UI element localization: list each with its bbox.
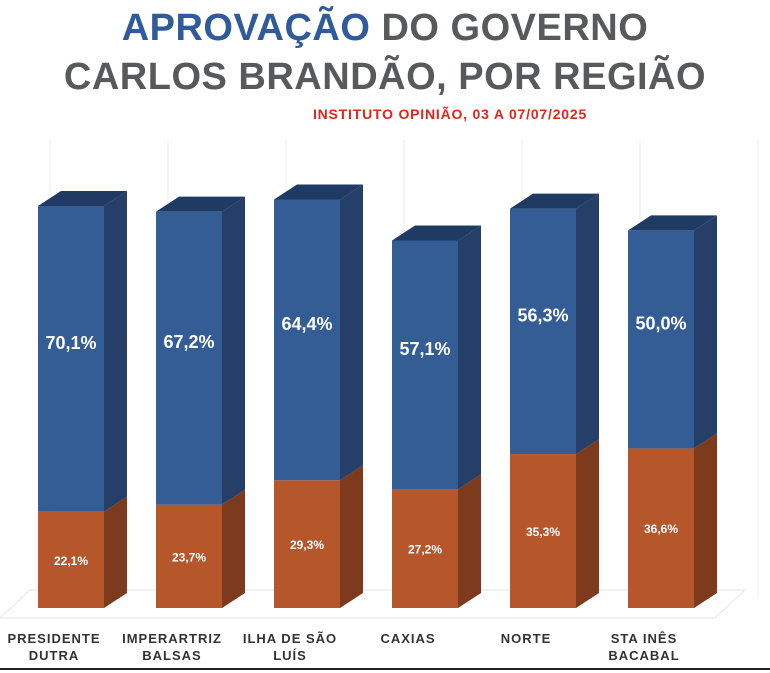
- category-label-line: NORTE: [501, 631, 552, 646]
- bar-top: [392, 225, 481, 241]
- bar-segment-disapprove: [274, 480, 340, 608]
- category-label-line: LUÍS: [273, 648, 307, 663]
- bar-side-disapprove: [458, 474, 481, 608]
- category-label-line: BALSAS: [142, 648, 201, 663]
- category-label-line: DUTRA: [29, 648, 80, 663]
- data-label-disapprove: 22,1%: [54, 554, 88, 568]
- bar-top: [38, 191, 127, 207]
- chart-title-line2: CARLOS BRANDÃO, POR REGIÃO: [63, 56, 707, 98]
- bar-side-disapprove: [576, 439, 599, 608]
- data-label-approve: 64,4%: [281, 314, 332, 334]
- bar-segment-disapprove: [156, 504, 222, 608]
- bar-side-approve: [576, 193, 599, 455]
- data-label-disapprove: 23,7%: [172, 550, 206, 564]
- bar-segment-approve: [510, 208, 576, 455]
- chart-floor: [0, 589, 747, 619]
- title-accent: APROVAÇÃO: [121, 7, 371, 49]
- category-label: STA INÊS BACABAL: [608, 631, 679, 663]
- category-label-line: STA INÊS: [611, 631, 678, 646]
- data-label-approve: 56,3%: [517, 305, 568, 325]
- category-label: ILHA DE SÃO LUÍS: [243, 631, 337, 663]
- bar-top: [274, 184, 363, 200]
- data-label-disapprove: 36,6%: [644, 522, 678, 536]
- category-label-line: IMPERARTRIZ: [122, 631, 222, 646]
- bar-side-disapprove: [694, 433, 717, 608]
- bar-side-approve: [694, 215, 717, 449]
- bar-top: [628, 215, 717, 231]
- category-label: IMPERARTRIZ BALSAS: [122, 631, 222, 663]
- data-label-disapprove: 29,3%: [290, 538, 324, 552]
- bar-segment-disapprove: [392, 489, 458, 608]
- bar-side-approve: [340, 184, 363, 481]
- bar-segment-disapprove: [38, 511, 104, 608]
- bar-segment-approve: [274, 199, 340, 481]
- data-label-disapprove: 27,2%: [408, 543, 442, 557]
- bar-top: [510, 193, 599, 209]
- category-label-line: BACABAL: [608, 648, 679, 663]
- bar-side-approve: [222, 196, 245, 505]
- category-label: PRESIDENTE DUTRA: [7, 631, 100, 663]
- bar-segment-approve: [392, 240, 458, 490]
- data-label-approve: 67,2%: [163, 332, 214, 352]
- category-label: NORTE: [501, 631, 552, 646]
- chart-title-line1: APROVAÇÃO DO GOVERNO: [0, 8, 770, 48]
- title-rest: DO GOVERNO: [370, 7, 649, 49]
- bar-side-disapprove: [340, 465, 363, 608]
- data-label-approve: 57,1%: [399, 339, 450, 359]
- bar-segment-approve: [628, 230, 694, 449]
- bar-segment-approve: [38, 206, 104, 512]
- category-label-line: CAXIAS: [380, 631, 435, 646]
- bottom-rule: [0, 668, 770, 670]
- bar-side-approve: [458, 225, 481, 490]
- category-label-line: PRESIDENTE: [7, 631, 100, 646]
- bar-segment-disapprove: [628, 448, 694, 608]
- bar-segment-approve: [156, 211, 222, 505]
- data-label-disapprove: 35,3%: [526, 525, 560, 539]
- bar-side-disapprove: [222, 489, 245, 608]
- category-label-line: ILHA DE SÃO: [243, 631, 337, 646]
- bar-segment-disapprove: [510, 454, 576, 608]
- chart-subtitle: INSTITUTO OPINIÃO, 03 A 07/07/2025: [312, 106, 588, 122]
- category-label: CAXIAS: [380, 631, 435, 646]
- bar-top: [156, 196, 245, 212]
- bar-side-disapprove: [104, 496, 127, 608]
- data-label-approve: 70,1%: [45, 333, 96, 353]
- data-label-approve: 50,0%: [635, 313, 686, 333]
- bar-side-approve: [104, 191, 127, 512]
